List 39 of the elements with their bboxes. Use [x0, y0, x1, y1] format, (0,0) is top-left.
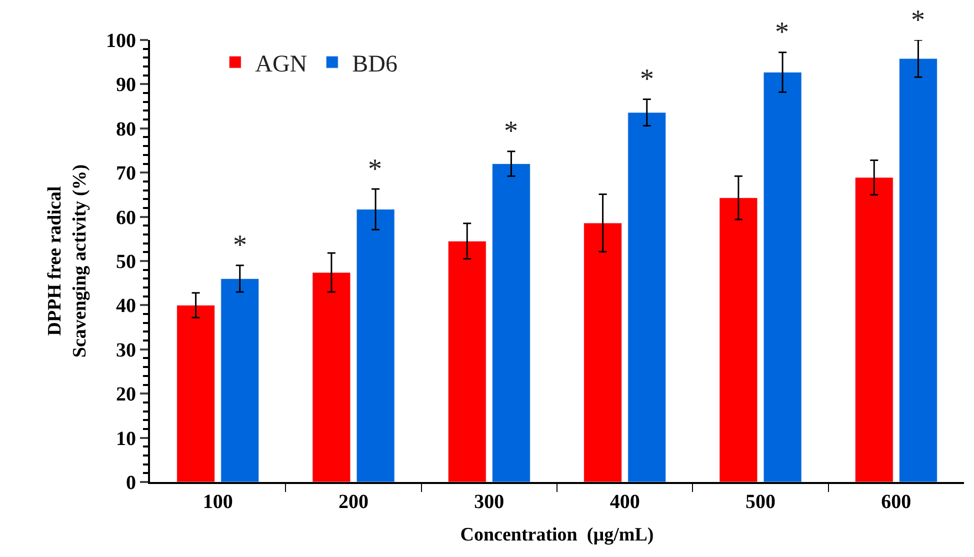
y-tick-label: 90: [116, 74, 136, 96]
annotation: *: [368, 154, 382, 185]
y-tick-label: 60: [116, 206, 136, 229]
bar: [312, 272, 351, 482]
y-tick-label: 100: [106, 30, 136, 52]
legend-label: AGN: [255, 51, 308, 78]
x-tick-label: 200: [338, 491, 368, 513]
bar: [898, 58, 938, 482]
bar: [176, 304, 216, 482]
bar: [356, 209, 395, 482]
annotation: *: [233, 230, 247, 261]
x-tick-label: 300: [474, 491, 504, 513]
y-tick-label: 10: [116, 428, 136, 450]
bar: [448, 240, 486, 482]
bar: [492, 164, 530, 482]
x-tick-label: 400: [610, 491, 640, 513]
x-axis-title: Concentration (µg/mL): [460, 524, 654, 546]
annotation: *: [775, 17, 789, 48]
annotation: *: [911, 5, 925, 36]
x-tick-label: 600: [881, 491, 912, 513]
bar: [763, 72, 802, 482]
legend-label: BD6: [352, 51, 398, 78]
bar: [628, 112, 666, 482]
bar: [220, 278, 260, 482]
x-tick-label: 500: [746, 491, 776, 513]
annotation: *: [504, 116, 518, 147]
bar: [584, 222, 622, 482]
y-tick-label: 40: [116, 295, 136, 318]
x-tick-label: 100: [202, 491, 233, 513]
y-axis-title: DPPH free radical Scavenging activity (%): [44, 164, 90, 358]
y-tick-label: 80: [116, 118, 136, 140]
y-tick-label: 0: [126, 472, 136, 494]
y-tick-label: 70: [116, 162, 136, 185]
y-tick-label: 20: [116, 384, 136, 406]
bar: [854, 177, 894, 482]
bar: [719, 198, 758, 482]
y-tick-label: 30: [116, 339, 136, 362]
y-tick-label: 50: [116, 251, 136, 273]
annotation: *: [640, 64, 654, 95]
